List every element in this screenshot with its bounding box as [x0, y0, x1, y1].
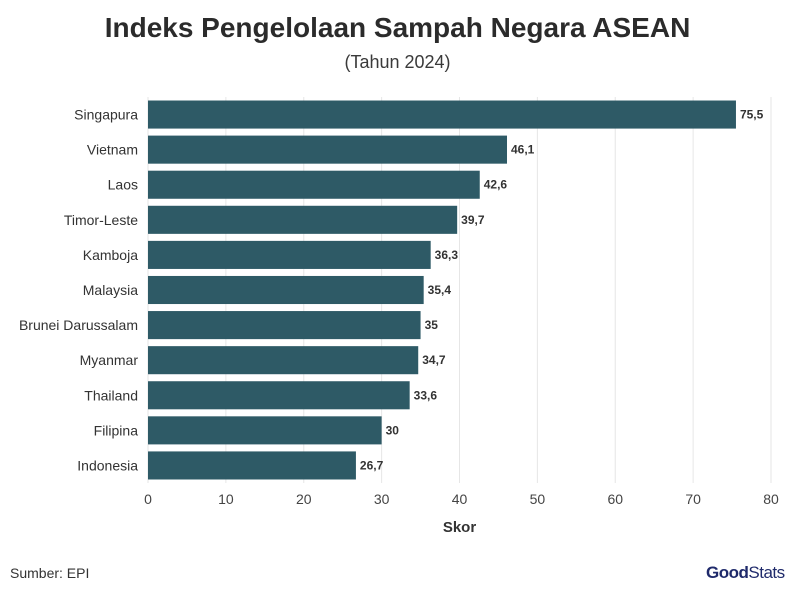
bar — [148, 275, 424, 305]
goodstats-logo: GoodStats — [706, 563, 785, 583]
category-label: Timor-Leste — [64, 212, 138, 228]
x-tick-label: 60 — [607, 491, 623, 507]
bar — [148, 100, 736, 129]
category-label: Laos — [108, 177, 138, 193]
x-axis-title: Skor — [443, 519, 477, 536]
x-tick-label: 10 — [218, 491, 234, 507]
category-label: Filipina — [94, 422, 139, 438]
bar — [148, 346, 419, 375]
bar — [148, 311, 421, 340]
bars — [148, 100, 736, 480]
data-label: 36,3 — [435, 248, 459, 262]
data-label: 34,7 — [422, 353, 446, 367]
category-label: Malaysia — [83, 282, 138, 298]
logo-stats-text: Stats — [748, 563, 785, 582]
data-label: 42,6 — [484, 178, 508, 192]
data-label: 46,1 — [511, 143, 535, 157]
bar — [148, 416, 382, 445]
category-label: Vietnam — [87, 142, 138, 158]
category-label: Thailand — [84, 387, 138, 403]
x-tick-label: 80 — [763, 491, 779, 507]
source-text: Sumber: EPI — [10, 565, 90, 581]
x-tick-labels: 0 10 20 30 40 50 60 70 80 — [144, 491, 779, 507]
category-label: Myanmar — [80, 352, 139, 368]
x-tick-label: 30 — [374, 491, 390, 507]
data-label: 35 — [425, 318, 439, 332]
x-tick-label: 50 — [530, 491, 546, 507]
bar — [148, 135, 508, 164]
value-labels: 75,5 46,1 42,6 39,7 36,3 35,4 35 34,7 33,6 30 26,7 — [360, 108, 764, 473]
data-label: 26,7 — [360, 458, 384, 472]
bar — [148, 205, 458, 234]
data-label: 33,6 — [414, 388, 438, 402]
chart-subtitle: (Tahun 2024) — [344, 52, 451, 72]
x-tick-label: 20 — [296, 491, 312, 507]
category-labels: Singapura Vietnam Laos Timor-Leste Kamboja Ma… — [19, 107, 138, 474]
category-label: Indonesia — [77, 457, 138, 473]
bar — [148, 381, 410, 410]
bar — [148, 170, 480, 199]
data-label: 75,5 — [740, 108, 764, 122]
bar — [148, 451, 356, 480]
data-label: 35,4 — [428, 283, 452, 297]
category-label: Singapura — [74, 107, 138, 123]
data-label: 30 — [386, 423, 400, 437]
category-label: Brunei Darussalam — [19, 317, 138, 333]
logo-good-text: Good — [706, 563, 749, 582]
data-label: 39,7 — [461, 213, 485, 227]
x-tick-label: 40 — [452, 491, 468, 507]
x-tick-label: 70 — [685, 491, 701, 507]
bar — [148, 240, 431, 269]
chart-title: Indeks Pengelolaan Sampah Negara ASEAN — [104, 12, 691, 43]
category-label: Kamboja — [83, 247, 138, 263]
x-tick-label: 0 — [144, 491, 152, 507]
